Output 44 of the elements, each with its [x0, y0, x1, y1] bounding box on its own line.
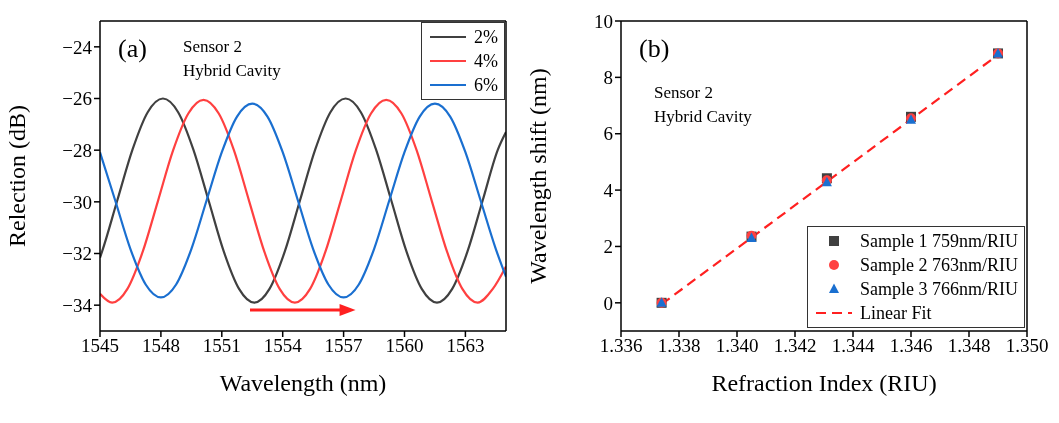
x-tick-label: 1.346 — [889, 335, 933, 357]
annotation: (b) — [639, 34, 670, 63]
y-tick-label: −30 — [62, 191, 92, 213]
y-tick-label: 6 — [603, 123, 613, 145]
y-tick-label: 4 — [603, 179, 614, 201]
annotation: (a) — [118, 34, 147, 63]
y-tick-label: 0 — [603, 292, 613, 314]
x-tick-label: 1545 — [81, 335, 119, 357]
x-tick-label: 1.350 — [1005, 335, 1049, 357]
annotation: Hybrid Cavity — [183, 61, 281, 80]
legend-label: Sample 3 766nm/RIU — [860, 278, 1018, 301]
y-tick-label: −34 — [62, 294, 93, 316]
x-tick-label: 1557 — [324, 335, 363, 357]
x-tick-label: 1560 — [385, 335, 424, 357]
x-axis-title: Refraction Index (RIU) — [711, 370, 937, 396]
y-axis-title: Wavelength shift (nm) — [524, 68, 551, 284]
y-tick-label: −24 — [62, 36, 93, 58]
y-axis-title: Relection (dB) — [3, 105, 30, 247]
x-tick-label: 1.340 — [715, 335, 759, 357]
legend-label: 6% — [474, 74, 498, 97]
annotation: Hybrid Cavity — [654, 107, 752, 126]
legend-label: Sample 2 763nm/RIU — [860, 254, 1018, 277]
x-tick-label: 1548 — [141, 335, 180, 357]
x-tick-label: 1554 — [263, 335, 303, 357]
x-tick-label: 1551 — [202, 335, 241, 357]
x-tick-label: 1.348 — [947, 335, 991, 357]
annotation: Sensor 2 — [654, 83, 714, 102]
x-tick-label: 1.342 — [773, 335, 817, 357]
x-tick-label: 1.344 — [831, 335, 875, 357]
y-tick-label: −28 — [62, 139, 92, 161]
legend-label: Linear Fit — [860, 302, 932, 325]
annotation: Sensor 2 — [183, 37, 243, 56]
y-tick-label: 10 — [594, 10, 613, 32]
y-tick-label: −32 — [62, 243, 92, 265]
y-tick-label: 8 — [603, 67, 613, 89]
legend-label: 2% — [474, 26, 498, 49]
legend-label: 4% — [474, 50, 498, 73]
x-axis-title: Wavelength (nm) — [219, 370, 387, 396]
legend-label: Sample 1 759nm/RIU — [860, 230, 1018, 253]
x-tick-label: 1563 — [446, 335, 485, 357]
x-tick-label: 1.338 — [657, 335, 701, 357]
x-tick-label: 1.336 — [599, 335, 643, 357]
y-tick-label: 2 — [603, 236, 613, 258]
y-tick-label: −26 — [62, 88, 92, 110]
